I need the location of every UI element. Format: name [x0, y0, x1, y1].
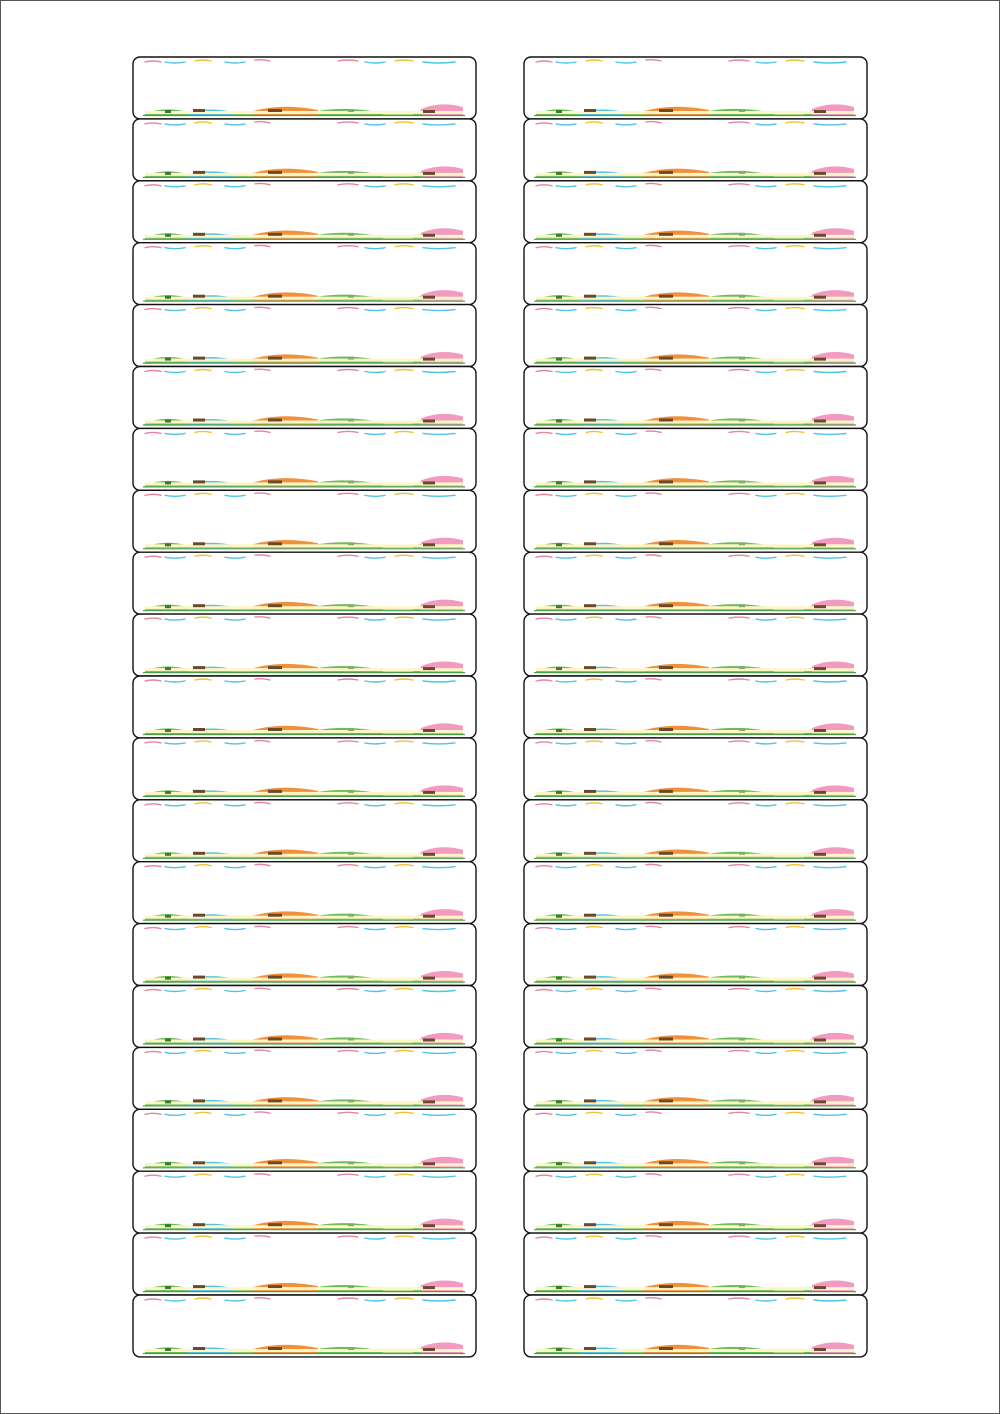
label	[132, 241, 477, 306]
label	[523, 1294, 868, 1358]
label	[132, 427, 477, 491]
label	[523, 799, 868, 863]
label	[523, 551, 868, 615]
label	[132, 180, 477, 244]
label	[523, 241, 868, 306]
label	[523, 118, 868, 182]
label	[523, 613, 868, 677]
label	[132, 56, 477, 120]
label	[523, 489, 868, 553]
label	[523, 1046, 868, 1111]
label	[132, 303, 477, 368]
label	[132, 118, 477, 182]
label-outline	[132, 1294, 477, 1358]
label	[132, 1170, 477, 1234]
label	[523, 737, 868, 801]
label	[132, 737, 477, 801]
label	[132, 1294, 477, 1358]
label	[523, 427, 868, 491]
label	[132, 613, 477, 677]
label	[523, 922, 868, 987]
label	[523, 675, 868, 739]
label	[132, 489, 477, 553]
label	[132, 551, 477, 615]
label	[523, 1170, 868, 1234]
label	[523, 365, 868, 430]
label	[132, 1046, 477, 1111]
label-outline	[523, 1294, 868, 1358]
label	[132, 1108, 477, 1172]
label	[523, 303, 868, 368]
label	[132, 799, 477, 863]
label	[523, 56, 868, 120]
label	[523, 1108, 868, 1172]
label	[523, 861, 868, 925]
label	[132, 1232, 477, 1296]
label	[523, 180, 868, 244]
label	[132, 365, 477, 430]
label	[132, 984, 477, 1049]
label	[132, 922, 477, 987]
label	[523, 984, 868, 1049]
label	[523, 1232, 868, 1296]
label	[132, 675, 477, 739]
label	[132, 861, 477, 925]
